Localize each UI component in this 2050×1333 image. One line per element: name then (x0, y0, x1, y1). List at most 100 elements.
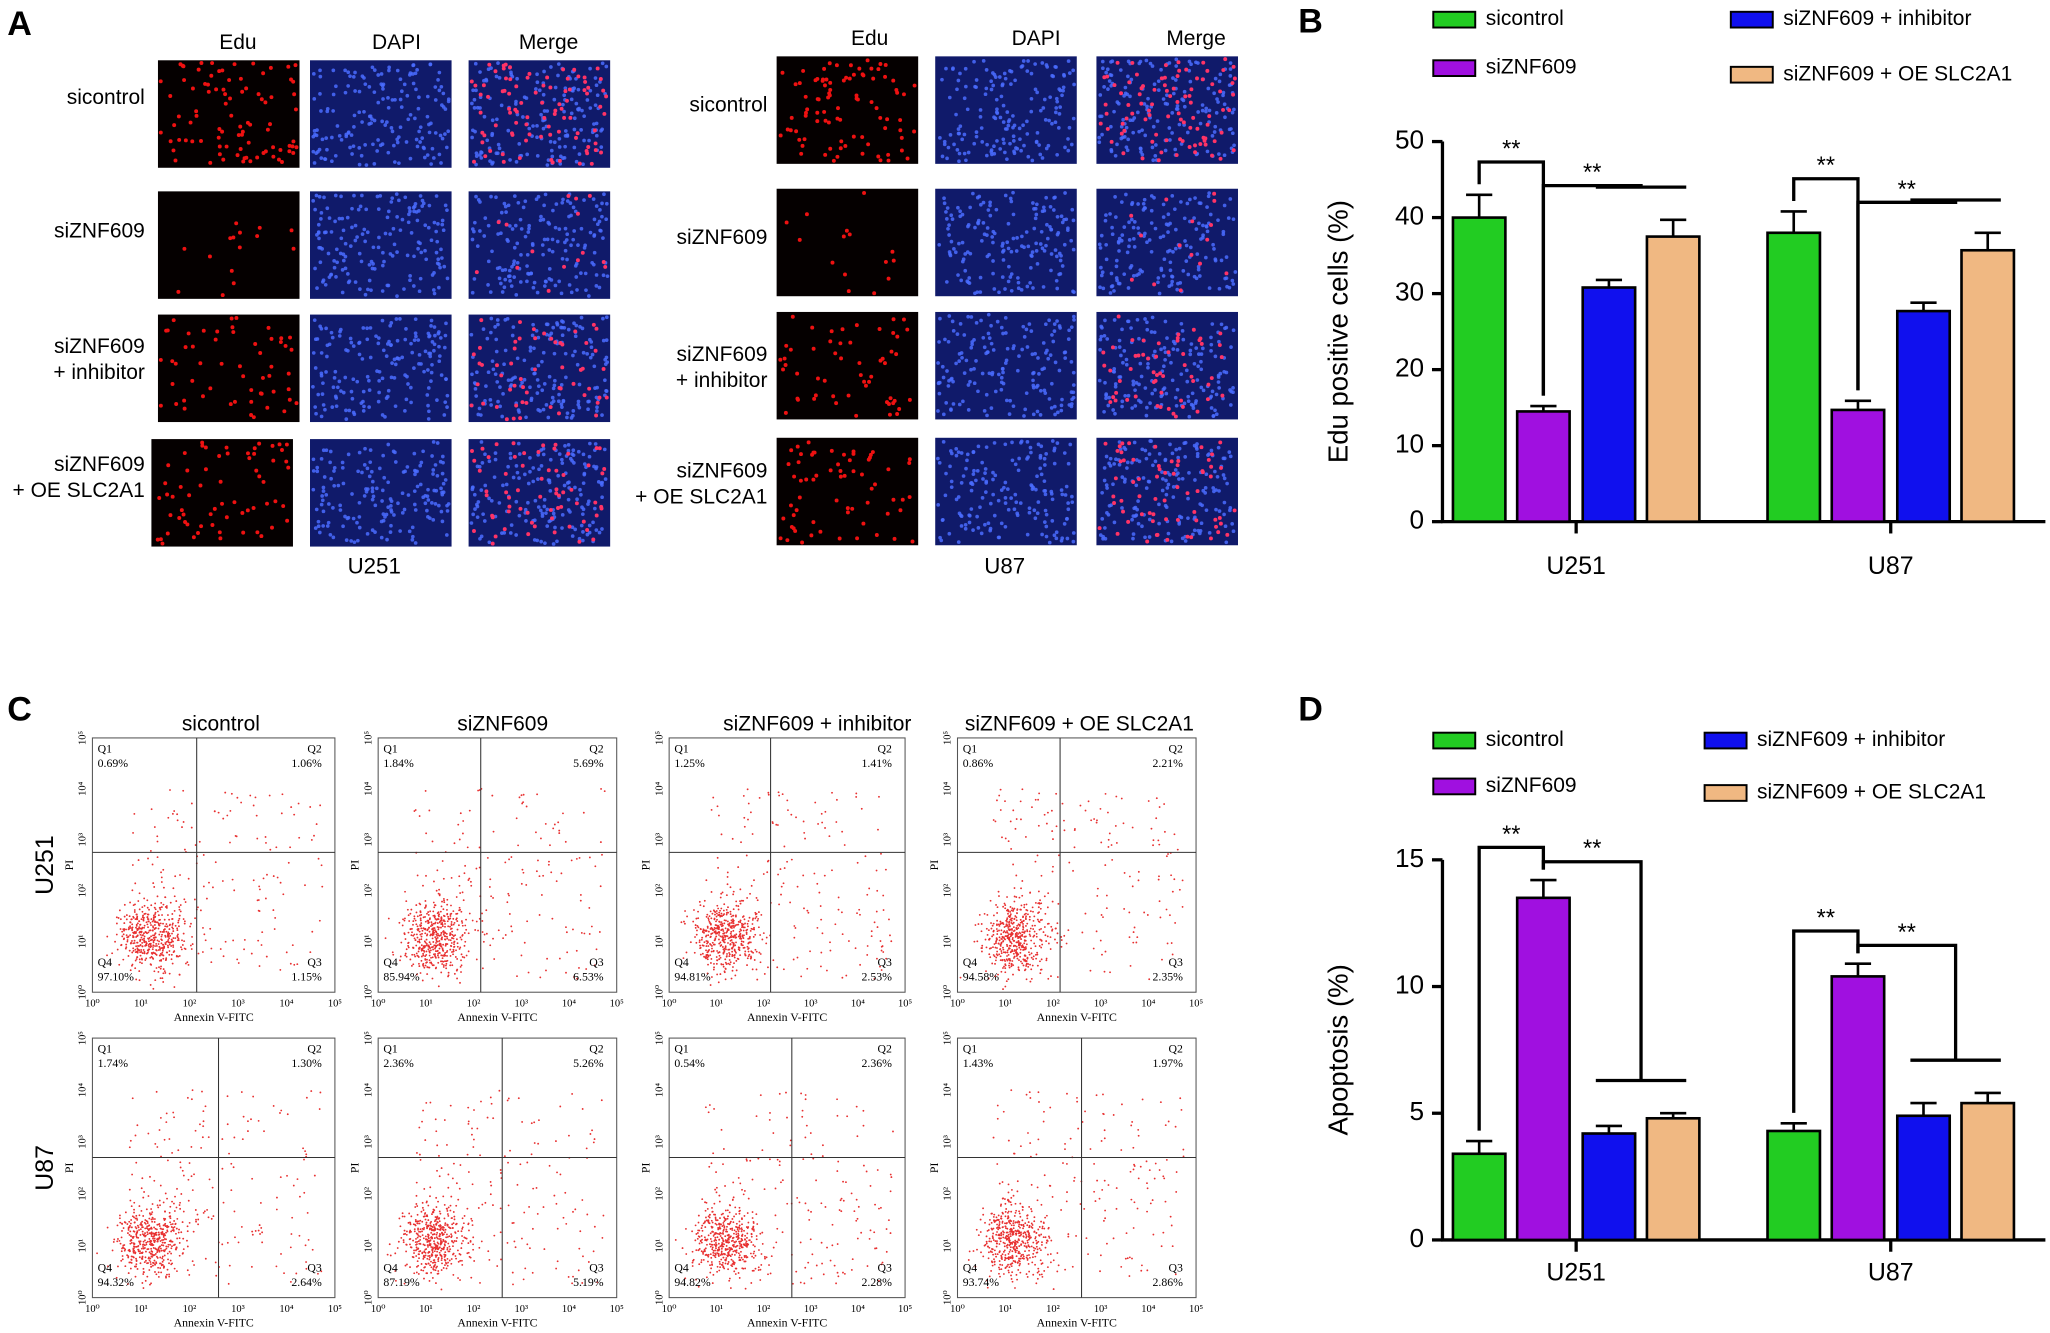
event-dot (159, 948, 161, 951)
nucleus (1192, 216, 1196, 220)
edu-cell (251, 61, 256, 66)
nucleus (946, 226, 950, 231)
event-dot (430, 933, 432, 936)
nucleus (575, 362, 580, 367)
edu-cell (1210, 82, 1215, 87)
nucleus (576, 449, 581, 454)
edu-cell (573, 329, 578, 334)
edu-cell (286, 371, 291, 376)
edu-cell (511, 441, 516, 446)
nucleus (1198, 201, 1203, 206)
event-dot (445, 967, 448, 970)
nucleus (1071, 539, 1076, 544)
event-dot (444, 938, 446, 941)
nucleus (568, 456, 573, 461)
event-dot (440, 905, 443, 908)
x-tick-label: 10⁰ (85, 998, 100, 1009)
nucleus (1222, 102, 1227, 107)
event-dot (410, 927, 413, 930)
edu-cell (235, 153, 240, 158)
edu-cell (883, 259, 888, 264)
nucleus (1042, 479, 1047, 483)
y-tick-label: 10⁰ (78, 985, 89, 1000)
edu-cell (1119, 91, 1124, 96)
nucleus (413, 116, 417, 121)
nucleus (1206, 194, 1211, 199)
event-dot (451, 951, 453, 953)
nucleus (1103, 318, 1107, 323)
event-dot (159, 918, 162, 921)
nucleus (1060, 220, 1065, 225)
edu-cell (1141, 84, 1145, 89)
micrograph (1096, 311, 1238, 420)
edu-cell (514, 109, 519, 114)
nucleus (557, 452, 562, 456)
event-dot (462, 899, 465, 902)
nucleus (1043, 391, 1048, 395)
nucleus (1113, 195, 1117, 199)
event-dot (176, 819, 179, 822)
nucleus (417, 129, 421, 134)
nucleus (1055, 99, 1060, 104)
nucleus (947, 314, 952, 318)
event-dot (172, 946, 175, 948)
nucleus (941, 439, 946, 444)
event-dot (410, 934, 413, 937)
edu-cell (1161, 374, 1166, 379)
nucleus (483, 398, 487, 403)
nucleus (1102, 409, 1106, 414)
nucleus (959, 451, 964, 455)
event-dot (179, 904, 182, 906)
nucleus (536, 194, 541, 199)
nucleus (328, 532, 333, 537)
event-dot (428, 918, 431, 921)
edu-cell (477, 468, 482, 473)
nucleus (999, 94, 1004, 99)
nucleus (1104, 393, 1108, 398)
event-dot (153, 970, 156, 973)
edu-cell (519, 100, 524, 105)
edu-cell (878, 115, 883, 120)
nucleus (314, 411, 318, 416)
edu-cell (548, 132, 553, 137)
nucleus (443, 333, 448, 338)
nucleus (595, 222, 600, 227)
nucleus (317, 530, 322, 535)
edu-cell (178, 484, 183, 489)
event-dot (423, 966, 426, 969)
edu-cell (838, 469, 843, 473)
event-dot (134, 948, 137, 951)
edu-cell (183, 520, 188, 524)
edu-cell (284, 459, 289, 464)
edu-cell (472, 159, 476, 164)
event-dot (442, 898, 445, 900)
event-dot (125, 934, 128, 937)
nucleus (1122, 480, 1127, 484)
edu-cell (1212, 198, 1217, 203)
edu-cell (862, 379, 867, 384)
edu-cell (1111, 494, 1116, 499)
nucleus (372, 68, 377, 72)
edu-cell (818, 529, 823, 534)
edu-cell (1159, 150, 1164, 155)
nucleus (525, 279, 529, 284)
event-dot (172, 937, 175, 939)
event-dot (557, 821, 560, 824)
nucleus (1179, 372, 1184, 377)
nucleus (989, 148, 994, 152)
nucleus (1194, 227, 1199, 231)
nucleus (572, 461, 576, 465)
nucleus (1195, 378, 1200, 382)
event-dot (579, 893, 582, 896)
nucleus (1153, 459, 1158, 464)
event-dot (418, 941, 421, 944)
nucleus (572, 145, 577, 150)
edu-cell (1169, 459, 1174, 464)
event-dot (126, 940, 129, 943)
nucleus (439, 161, 443, 165)
x-tick-label: 10² (183, 998, 197, 1009)
event-dot (469, 880, 472, 883)
nucleus (369, 288, 373, 292)
nucleus (374, 334, 378, 339)
edu-cell (1232, 508, 1237, 513)
